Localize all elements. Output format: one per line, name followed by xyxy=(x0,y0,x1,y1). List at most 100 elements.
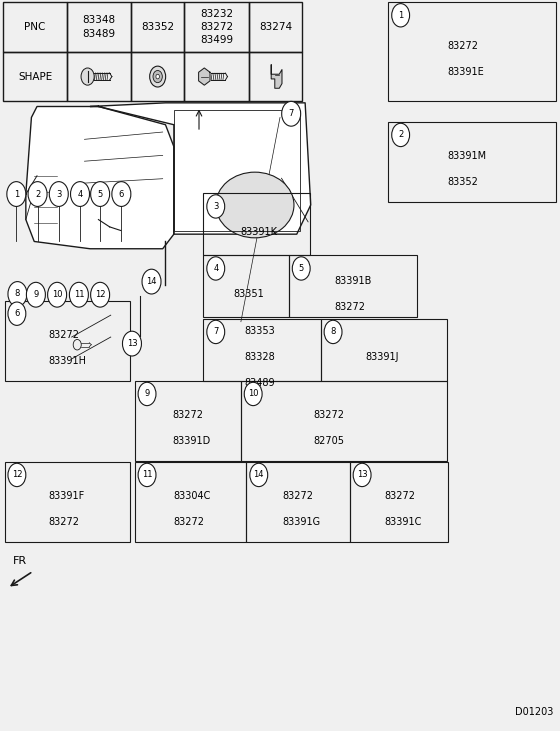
Bar xyxy=(203,319,321,381)
Text: 5: 5 xyxy=(298,264,304,273)
Circle shape xyxy=(123,331,142,356)
Circle shape xyxy=(69,282,88,307)
Circle shape xyxy=(7,181,26,206)
Polygon shape xyxy=(271,65,282,88)
Text: 83328: 83328 xyxy=(245,352,276,362)
Text: 1: 1 xyxy=(13,189,19,199)
Text: 7: 7 xyxy=(288,109,294,118)
Text: D01203: D01203 xyxy=(515,707,554,717)
Text: 83391E: 83391E xyxy=(447,67,484,77)
Circle shape xyxy=(244,382,262,406)
Text: 83272: 83272 xyxy=(447,41,478,51)
Bar xyxy=(321,319,447,381)
Bar xyxy=(389,2,556,102)
Text: 13: 13 xyxy=(127,339,137,348)
Text: 83391B: 83391B xyxy=(334,276,371,286)
Text: 83391M: 83391M xyxy=(447,151,486,161)
Circle shape xyxy=(282,102,301,126)
Text: 83391H: 83391H xyxy=(49,356,87,366)
Text: 83391G: 83391G xyxy=(283,518,321,527)
Circle shape xyxy=(207,257,225,280)
Text: 83272: 83272 xyxy=(384,491,415,501)
Circle shape xyxy=(392,124,409,147)
Text: PNC: PNC xyxy=(25,22,46,32)
Circle shape xyxy=(392,4,409,27)
Bar xyxy=(132,52,184,102)
Text: 10: 10 xyxy=(248,390,258,398)
Text: 83272: 83272 xyxy=(334,302,365,311)
Bar xyxy=(174,110,300,230)
Text: 83272: 83272 xyxy=(174,518,205,527)
Text: 8: 8 xyxy=(330,327,336,336)
Text: 5: 5 xyxy=(97,189,102,199)
Circle shape xyxy=(353,463,371,487)
Circle shape xyxy=(8,463,26,487)
Text: 83272: 83272 xyxy=(49,330,80,340)
Bar xyxy=(203,255,289,317)
Text: 7: 7 xyxy=(213,327,218,336)
Circle shape xyxy=(324,320,342,344)
Bar xyxy=(289,255,417,317)
Bar xyxy=(3,52,67,102)
Text: 9: 9 xyxy=(144,390,150,398)
Circle shape xyxy=(150,66,166,87)
Text: 83352: 83352 xyxy=(447,178,478,187)
Circle shape xyxy=(91,181,110,206)
Circle shape xyxy=(112,181,131,206)
Text: 8: 8 xyxy=(15,289,20,298)
Bar xyxy=(350,462,447,542)
Bar xyxy=(67,52,132,102)
Text: 14: 14 xyxy=(254,471,264,480)
Ellipse shape xyxy=(216,173,294,238)
Bar xyxy=(389,122,556,202)
Circle shape xyxy=(207,194,225,218)
Text: 6: 6 xyxy=(14,309,20,318)
Text: SHAPE: SHAPE xyxy=(18,72,52,82)
Circle shape xyxy=(142,269,161,294)
Text: 83391J: 83391J xyxy=(365,352,399,362)
Bar xyxy=(3,2,67,52)
Text: 3: 3 xyxy=(213,202,218,211)
Polygon shape xyxy=(199,68,210,85)
Text: 83391C: 83391C xyxy=(384,518,422,527)
Text: 11: 11 xyxy=(142,471,152,480)
Bar xyxy=(249,52,302,102)
Text: 14: 14 xyxy=(146,277,157,286)
Bar xyxy=(132,2,184,52)
Circle shape xyxy=(292,257,310,280)
Circle shape xyxy=(8,281,27,306)
Text: FR: FR xyxy=(13,556,27,566)
Bar xyxy=(4,462,130,542)
Bar xyxy=(184,52,249,102)
Text: 6: 6 xyxy=(119,189,124,199)
Text: 4: 4 xyxy=(77,189,83,199)
Text: 3: 3 xyxy=(56,189,62,199)
Circle shape xyxy=(49,181,68,206)
Text: 83304C: 83304C xyxy=(174,491,211,501)
Circle shape xyxy=(207,320,225,344)
Circle shape xyxy=(91,282,110,307)
Text: 83272: 83272 xyxy=(313,410,344,420)
Text: 12: 12 xyxy=(95,290,105,299)
Circle shape xyxy=(250,463,268,487)
Text: 83272: 83272 xyxy=(49,518,80,527)
Circle shape xyxy=(138,382,156,406)
Circle shape xyxy=(28,181,47,206)
Text: 83391F: 83391F xyxy=(49,491,85,501)
Bar xyxy=(203,193,310,255)
Bar xyxy=(241,381,447,461)
Text: 83353: 83353 xyxy=(245,326,276,336)
Text: 9: 9 xyxy=(33,290,39,299)
Text: 10: 10 xyxy=(52,290,62,299)
Text: 11: 11 xyxy=(74,290,84,299)
Text: 83351: 83351 xyxy=(234,289,264,299)
Circle shape xyxy=(71,181,90,206)
Bar xyxy=(184,2,249,52)
Text: 2: 2 xyxy=(398,130,403,140)
Circle shape xyxy=(81,68,94,85)
Circle shape xyxy=(26,282,45,307)
Text: 83489: 83489 xyxy=(245,379,275,388)
Circle shape xyxy=(48,282,67,307)
Text: 83272: 83272 xyxy=(172,410,203,420)
Text: 4: 4 xyxy=(213,264,218,273)
